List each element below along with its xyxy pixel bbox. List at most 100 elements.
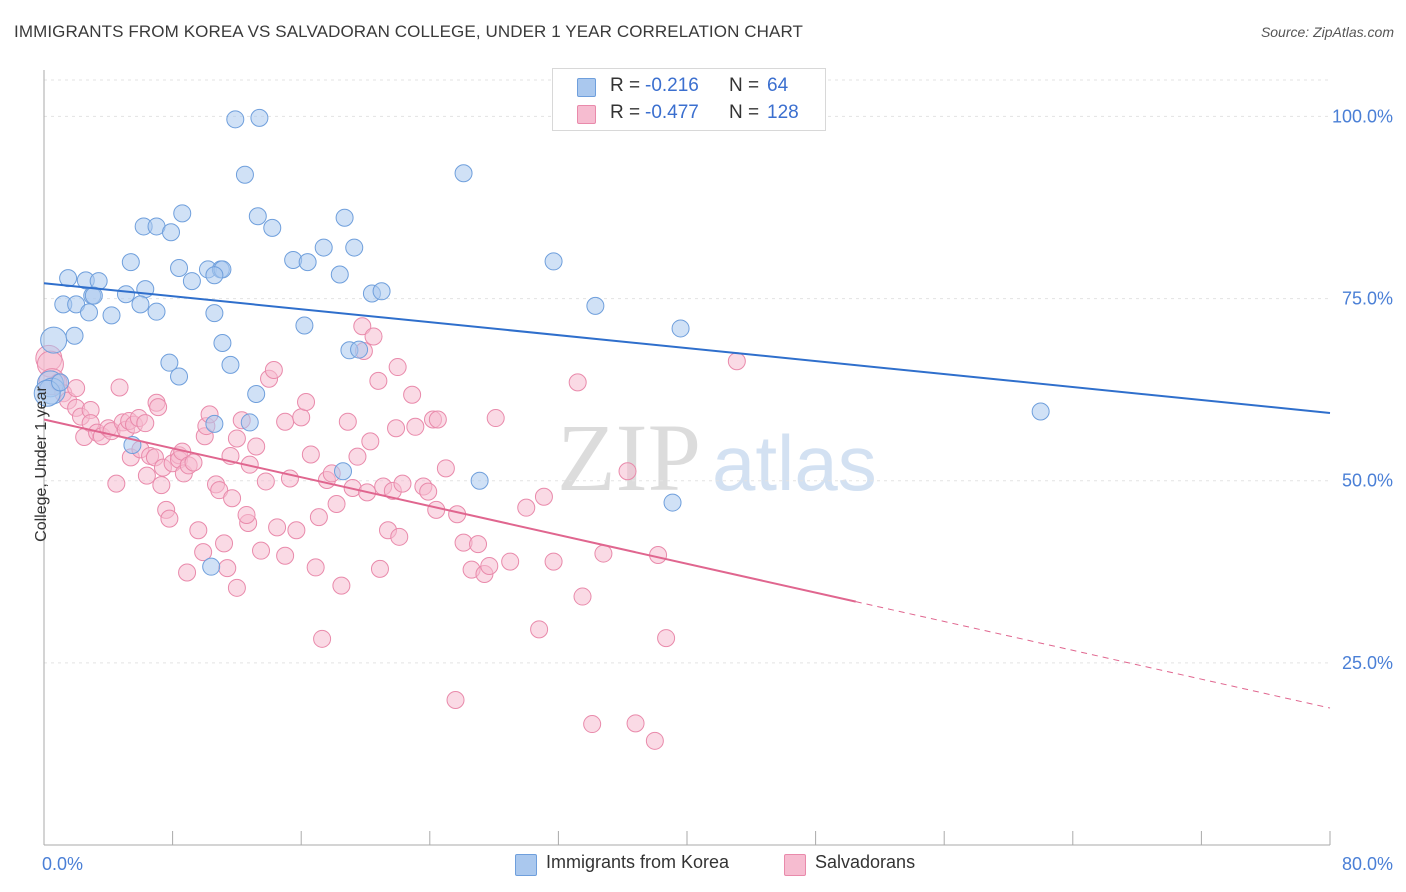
legend-label: Immigrants from Korea [546,852,730,872]
legend-label: Salvadorans [815,852,916,872]
data-point [51,373,70,392]
data-point [161,223,180,242]
data-point [309,508,328,527]
watermark: ZIP atlas [557,404,877,511]
data-point [573,587,592,606]
data-point [298,253,317,272]
data-point [353,317,372,336]
data-point [235,165,254,184]
n-label: N = [729,102,760,123]
data-point [202,557,221,576]
data-point [215,534,234,553]
data-point [189,521,208,540]
data-point [194,543,213,562]
trend-line [43,418,857,603]
data-point [372,282,391,301]
salvadorans-swatch [577,105,596,124]
data-point [264,360,283,379]
data-point [110,378,129,397]
data-point [170,367,189,386]
trend-lines [43,282,1331,709]
data-point [178,563,197,582]
data-point [350,340,369,359]
data-point [1031,402,1050,421]
data-point [152,476,171,495]
data-point [657,629,676,648]
data-point [247,385,266,404]
data-point [205,266,224,285]
data-point [645,731,664,750]
data-point [727,352,746,371]
data-point [486,409,505,428]
data-point [247,437,266,456]
data-point [335,208,354,227]
data-point [586,296,605,315]
data-point [594,544,613,563]
y-tick-label: 100.0% [1332,106,1393,126]
data-point [137,466,156,485]
data-point [170,258,189,277]
data-point [116,285,135,304]
data-point [544,552,563,571]
chart-title: IMMIGRANTS FROM KOREA VS SALVADORAN COLL… [14,22,804,41]
data-point [252,541,271,560]
data-point [223,489,242,508]
korea-swatch [577,78,596,97]
series-salvadorans [35,317,746,750]
data-point [419,482,438,501]
y-axis-label: College, Under 1 year [33,386,50,542]
data-point [306,558,325,577]
data-point [256,472,275,491]
data-point [370,559,389,578]
data-point [237,505,256,524]
data-point [147,302,166,321]
watermark-zip: ZIP [557,404,701,511]
watermark-atlas: atlas [712,419,877,507]
data-point [67,379,86,398]
data-point [182,272,201,291]
r-label: R = [610,102,641,123]
data-point [160,353,179,372]
data-point [332,576,351,595]
data-point [454,164,473,183]
data-point [263,218,282,237]
data-point [292,408,311,427]
data-point [480,556,499,575]
data-point [240,413,259,432]
x-tick-label: 80.0% [1342,854,1393,874]
data-point [227,429,246,448]
data-point [107,474,126,493]
data-point [369,371,388,390]
data-point [333,462,352,481]
data-point [330,265,349,284]
data-point [80,303,99,322]
data-point [618,462,637,481]
data-point [160,509,179,528]
data-point [250,108,269,127]
n-label: N = [729,75,760,96]
n-value: 64 [767,75,789,96]
data-point [276,546,295,565]
data-point [295,316,314,335]
data-point [40,326,68,354]
data-point [568,373,587,392]
r-label: R = [610,75,641,96]
data-point [436,459,455,478]
data-point [173,204,192,223]
gridlines [44,79,1330,664]
data-point [301,445,320,464]
data-point [663,493,682,512]
data-point [446,691,465,710]
data-point [287,521,306,540]
data-point [184,453,203,472]
r-value: -0.216 [645,75,699,96]
data-point [221,355,240,374]
data-point [121,253,140,272]
y-tick-label: 50.0% [1342,471,1393,491]
data-point [501,552,520,571]
tick-labels: 25.0% 50.0% 75.0% 100.0% 0.0% 80.0% [42,106,1393,874]
data-point [345,238,364,257]
data-point [136,414,155,433]
source-label: Source: ZipAtlas.com [1260,24,1394,40]
